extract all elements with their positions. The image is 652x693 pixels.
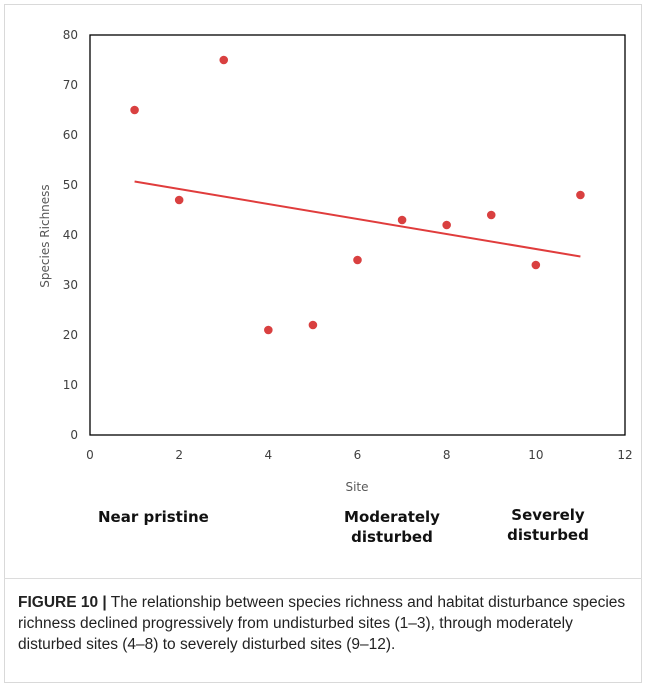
y-tick-label: 10 [63,378,78,392]
x-tick-label: 12 [617,448,632,462]
data-point [174,195,184,205]
x-tick-label: 2 [175,448,183,462]
data-point [397,215,407,225]
region-label: Severely disturbed [507,506,589,544]
data-point [219,55,229,65]
y-tick-label: 50 [63,178,78,192]
y-tick-label: 40 [63,228,78,242]
data-point [353,255,362,265]
data-point [531,260,541,270]
scatter-chart: 0 10 20 30 40 50 60 70 80 0 2 4 6 8 10 12 Site Species… [38,28,633,546]
region-label: Near pristine [98,508,209,526]
y-tick-label: 70 [63,78,78,92]
y-tick-labels: 0 10 20 30 40 50 60 70 80 [63,28,78,442]
y-tick-label: 20 [63,328,78,342]
data-point [486,210,496,220]
x-tick-label: 6 [354,448,362,462]
data-point [576,190,585,200]
x-tick-label: 10 [528,448,543,462]
x-tick-label: 4 [265,448,273,462]
trend-line [134,180,581,258]
plot-border [89,34,626,436]
y-tick-label: 60 [63,128,78,142]
x-tick-label: 0 [86,448,94,462]
x-tick-labels: 0 2 4 6 8 10 12 [86,448,632,462]
y-tick-label: 0 [70,428,78,442]
x-axis-label: Site [345,480,368,494]
data-point [442,220,451,230]
x-tick-label: 8 [443,448,451,462]
y-axis-label: Species Richness [38,184,52,287]
data-point [130,105,139,115]
data-points [130,55,585,335]
plot-area-border [89,34,626,436]
y-tick-label: 80 [63,28,78,42]
caption-label: FIGURE 10 | [18,594,107,611]
region-labels: Near pristine Moderately disturbed Severely… [98,506,589,546]
figure-caption: FIGURE 10 | The relationship between spe… [18,592,628,655]
y-tick-label: 30 [63,278,78,292]
caption-text: The relationship between species richnes… [18,594,626,653]
caption-divider [4,578,642,579]
region-label: Moderately disturbed [344,508,440,546]
data-point [264,325,273,335]
figure-frame [4,4,642,683]
data-point [308,320,318,330]
